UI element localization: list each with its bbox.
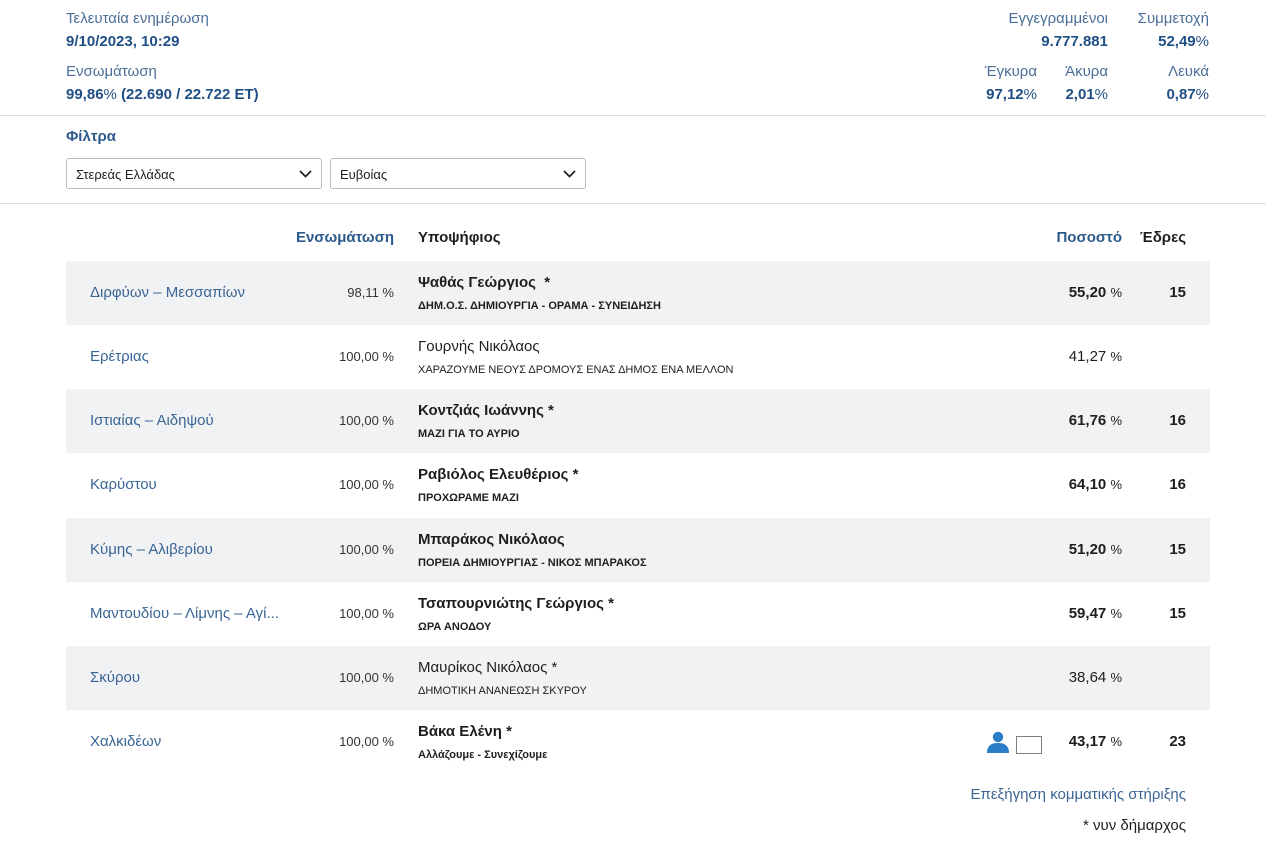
invalid-value: 2,01% [1065, 86, 1108, 103]
prefecture-select-value: Ευβοίας [340, 167, 388, 182]
table-row[interactable]: Ερέτριας 100,00 % Γουρνής Νικόλαος ΧΑΡΑΖ… [66, 325, 1210, 389]
vote-percentage: 38,64 % [1068, 669, 1122, 686]
integration-value: 100,00 % [339, 670, 394, 685]
table-row[interactable]: Μαντουδίου – Λίμνης – Αγί... 100,00 % Τσ… [66, 582, 1210, 646]
prefecture-select[interactable]: Ευβοίας [330, 158, 586, 189]
blank-label: Λευκά [1168, 63, 1209, 80]
invalid-stat: Άκυρα 2,01% [1065, 63, 1108, 104]
integration-value: 99,86% (22.690 / 22.722 ΕΤ) [66, 86, 259, 103]
table-row[interactable]: Κύμης – Αλιβερίου 100,00 % Μπαράκος Νικό… [66, 518, 1210, 582]
integration-value: 100,00 % [339, 349, 394, 364]
party-name: ΜΑΖΙ ΓΙΑ ΤΟ ΑΥΡΙΟ [418, 428, 520, 440]
valid-value: 97,12% [986, 86, 1037, 103]
registered-value: 9.777.881 [1041, 33, 1108, 50]
header-seats: Έδρες [1139, 229, 1186, 246]
seats-value: 23 [1169, 733, 1186, 750]
last-update-label: Τελευταία ενημέρωση [66, 10, 209, 27]
municipality-link[interactable]: Χαλκιδέων [90, 733, 162, 750]
person-icon [986, 731, 1010, 758]
table-row[interactable]: Σκύρου 100,00 % Μαυρίκος Νικόλαος * ΔΗΜΟ… [66, 646, 1210, 710]
party-name: ΠΟΡΕΙΑ ΔΗΜΙΟΥΡΓΙΑΣ - ΝΙΚΟΣ ΜΠΑΡΑΚΟΣ [418, 557, 647, 569]
candidate-name: Μπαράκος Νικόλαος [418, 531, 565, 548]
municipality-link[interactable]: Κύμης – Αλιβερίου [90, 541, 213, 558]
header-divider [0, 115, 1266, 116]
vote-percentage: 43,17 % [1068, 733, 1122, 750]
seats-value: 15 [1169, 284, 1186, 301]
integration-label: Ενσωμάτωση [66, 63, 157, 80]
integration-stat: Ενσωμάτωση 99,86% (22.690 / 22.722 ΕΤ) [66, 63, 259, 104]
candidate-name: Μαυρίκος Νικόλαος * [418, 659, 558, 676]
integration-value: 100,00 % [339, 606, 394, 621]
header-percentage[interactable]: Ποσοστό [1056, 229, 1122, 246]
registered-stat: Εγγεγραμμένοι 9.777.881 [1008, 10, 1108, 51]
seats-value: 15 [1169, 605, 1186, 622]
party-name: ΔΗΜ.Ο.Σ. ΔΗΜΙΟΥΡΓΙΑ - ΟΡΑΜΑ - ΣΥΝΕΙΔΗΣΗ [418, 300, 661, 312]
chevron-down-icon [562, 159, 576, 188]
integration-value: 100,00 % [339, 477, 394, 492]
municipality-link[interactable]: Μαντουδίου – Λίμνης – Αγί... [90, 605, 279, 622]
municipality-link[interactable]: Σκύρου [90, 669, 141, 686]
valid-label: Έγκυρα [984, 63, 1037, 80]
region-select-value: Στερεάς Ελλάδας [76, 167, 175, 182]
vote-percentage: 64,10 % [1068, 476, 1122, 493]
table-row[interactable]: Καρύστου 100,00 % Ραβιόλος Ελευθέριος * … [66, 453, 1210, 517]
candidate-name: Ψαθάς Γεώργιος * [418, 274, 551, 291]
integration-value: 100,00 % [339, 734, 394, 749]
table-row[interactable]: Διρφύων – Μεσσαπίων 98,11 % Ψαθάς Γεώργι… [66, 261, 1210, 325]
turnout-stat: Συμμετοχή 52,49% [1138, 10, 1209, 51]
party-name: ΔΗΜΟΤΙΚΗ ΑΝΑΝΕΩΣΗ ΣΚΥΡΟΥ [418, 685, 587, 697]
filters-title: Φίλτρα [66, 128, 117, 145]
vote-percentage: 51,20 % [1068, 541, 1122, 558]
party-support-link[interactable]: Επεξήγηση κομματικής στήριξης [970, 786, 1186, 803]
incumbent-note: * νυν δήμαρχος [1083, 817, 1186, 834]
table-row[interactable]: Χαλκιδέων 100,00 % Βάκα Ελένη * Αλλάζουμ… [66, 710, 1210, 774]
filters-divider [0, 203, 1266, 204]
party-logo-box [1016, 735, 1042, 754]
vote-percentage: 61,76 % [1068, 412, 1122, 429]
municipality-link[interactable]: Ερέτριας [90, 348, 149, 365]
header-integration[interactable]: Ενσωμάτωση [295, 229, 394, 246]
seats-value: 16 [1169, 412, 1186, 429]
blank-value: 0,87% [1166, 86, 1209, 103]
vote-percentage: 41,27 % [1068, 348, 1122, 365]
registered-label: Εγγεγραμμένοι [1008, 10, 1108, 27]
table-row[interactable]: Ιστιαίας – Αιδηψού 100,00 % Κοντζιάς Ιωά… [66, 389, 1210, 453]
header-candidate: Υποψήφιος [418, 229, 501, 246]
municipality-link[interactable]: Διρφύων – Μεσσαπίων [90, 284, 245, 301]
last-update-stat: Τελευταία ενημέρωση 9/10/2023, 10:29 [66, 10, 209, 51]
party-support-icons [986, 731, 1042, 758]
candidate-name: Κοντζιάς Ιωάννης * [418, 402, 554, 419]
integration-value: 98,11 % [347, 285, 394, 300]
candidate-name: Τσαπουρνιώτης Γεώργιος * [418, 595, 614, 612]
valid-stat: Έγκυρα 97,12% [985, 63, 1037, 104]
party-name: ΩΡΑ ΑΝΟΔΟΥ [418, 621, 492, 633]
region-select[interactable]: Στερεάς Ελλάδας [66, 158, 322, 189]
seats-value: 16 [1169, 476, 1186, 493]
vote-percentage: 55,20 % [1068, 284, 1122, 301]
last-update-value: 9/10/2023, 10:29 [66, 33, 180, 50]
party-name: Αλλάζουμε - Συνεχίζουμε [418, 749, 548, 761]
blank-stat: Λευκά 0,87% [1166, 63, 1209, 104]
party-name: ΧΑΡΑΖΟΥΜΕ ΝΕΟΥΣ ΔΡΟΜΟΥΣ ΕΝΑΣ ΔΗΜΟΣ ΕΝΑ Μ… [418, 364, 734, 376]
municipality-link[interactable]: Ιστιαίας – Αιδηψού [90, 412, 214, 429]
seats-value: 15 [1169, 541, 1186, 558]
turnout-value: 52,49% [1158, 33, 1209, 50]
chevron-down-icon [298, 159, 312, 188]
integration-value: 100,00 % [339, 413, 394, 428]
vote-percentage: 59,47 % [1068, 605, 1122, 622]
integration-value: 100,00 % [339, 542, 394, 557]
turnout-label: Συμμετοχή [1137, 10, 1209, 27]
candidate-name: Γουρνής Νικόλαος [418, 338, 540, 355]
municipality-link[interactable]: Καρύστου [90, 476, 157, 493]
invalid-label: Άκυρα [1065, 63, 1108, 80]
candidate-name: Ραβιόλος Ελευθέριος * [418, 466, 579, 483]
party-name: ΠΡΟΧΩΡΑΜΕ ΜΑΖΙ [418, 492, 519, 504]
candidate-name: Βάκα Ελένη * [418, 723, 512, 740]
